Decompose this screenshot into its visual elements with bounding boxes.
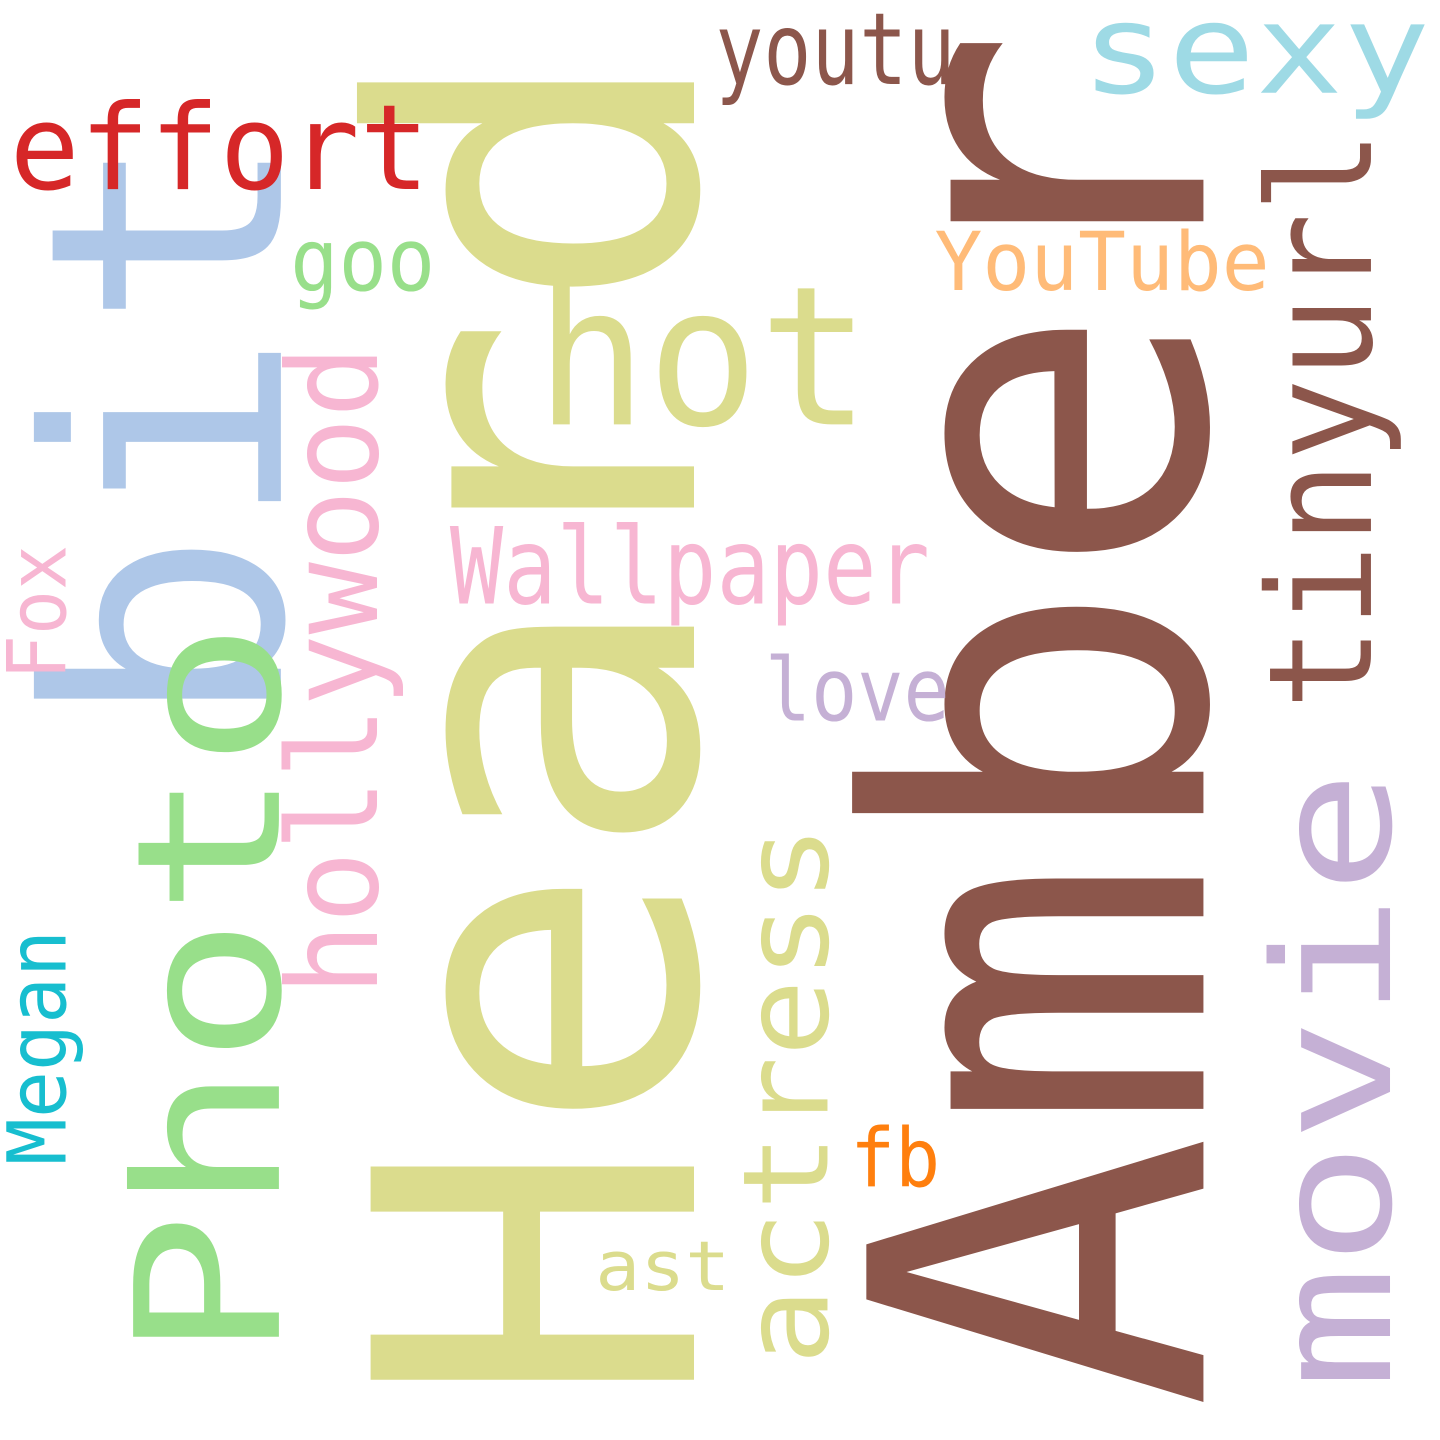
word-ast: ast (594, 1227, 731, 1308)
word-hollywood: hollywood (262, 344, 408, 996)
word-fb: fb (849, 1109, 941, 1206)
word-actress: actress (718, 824, 856, 1366)
word-youtube: YouTube (934, 214, 1271, 310)
word-sexy: sexy (1080, 0, 1430, 122)
word-wallpaper: Wallpaper (450, 504, 930, 629)
word-effort: effort (9, 78, 430, 217)
word-megan: Megan (0, 929, 85, 1166)
word-hot: hot (534, 244, 871, 471)
word-movie: movie (1240, 770, 1429, 1390)
word-fox: Fox (0, 544, 85, 681)
word-love: love (765, 638, 950, 741)
word-goo: goo (290, 208, 435, 311)
word-youtu: youtu (714, 0, 956, 108)
word-tinyurl: tinyurl (1239, 130, 1406, 710)
